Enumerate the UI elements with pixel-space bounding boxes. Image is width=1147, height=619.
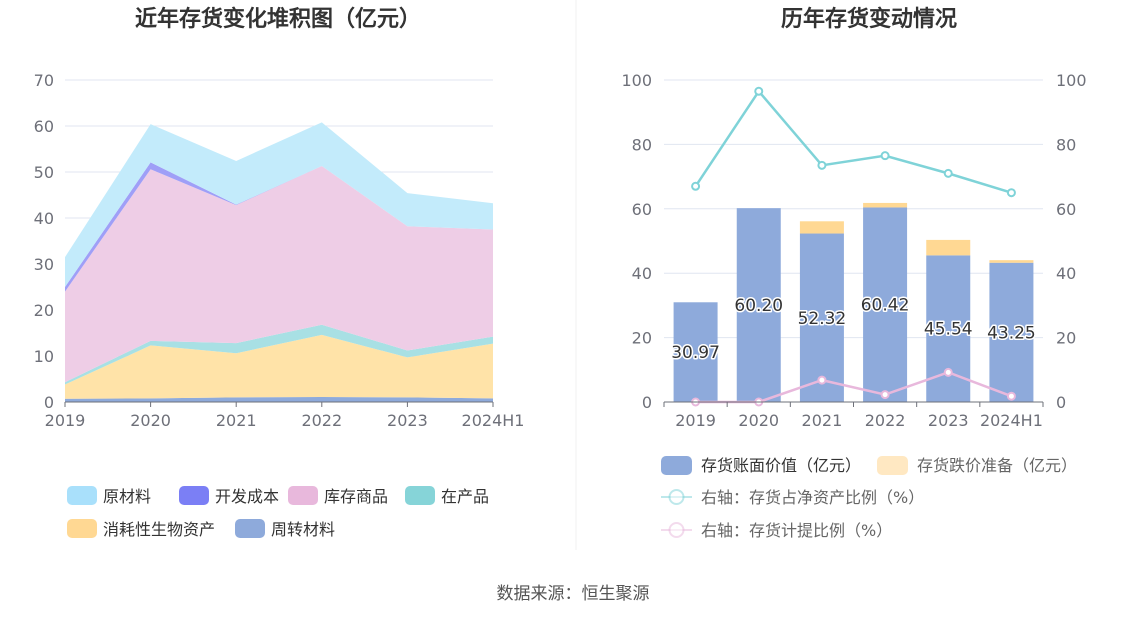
point-inventory-to-net-assets bbox=[943, 168, 953, 178]
bar-value-label: 30.97 bbox=[671, 343, 720, 363]
bar-impairment-provision bbox=[926, 239, 971, 256]
left-axis-tick-label: 20 bbox=[632, 329, 652, 348]
left-axis-tick-label: 80 bbox=[632, 135, 652, 154]
right-chart-gridlines bbox=[664, 79, 1043, 339]
legend-label-book-value: 存货账面价值（亿元） bbox=[701, 456, 861, 475]
left-chart-title: 近年存货变化堆积图（亿元） bbox=[135, 6, 421, 32]
right-chart-legend: 存货账面价值（亿元） 存货跌价准备（亿元） 右轴：存货占净资产比例（%） 右轴：存货计… bbox=[661, 456, 1077, 540]
bar-value-label: 45.54 bbox=[924, 320, 973, 340]
legend-label-消耗性生物资产: 消耗性生物资产 bbox=[103, 520, 215, 539]
legend-swatch-book-value bbox=[661, 456, 692, 475]
line-inventory-to-net-assets bbox=[694, 89, 1012, 194]
bar-book-value bbox=[989, 262, 1034, 402]
bar-impairment-provision bbox=[989, 260, 1034, 263]
bar-value-label: 60.20 bbox=[734, 296, 783, 316]
left-y-tick-label: 30 bbox=[34, 255, 54, 274]
area-layer-周转材料 bbox=[65, 396, 493, 402]
right-x-tick-label: 2021 bbox=[802, 411, 843, 430]
point-provision-ratio bbox=[1006, 391, 1016, 401]
left-y-tick-label: 40 bbox=[34, 209, 54, 228]
right-axis-tick-label: 0 bbox=[1056, 393, 1066, 412]
legend-swatch-消耗性生物资产 bbox=[67, 519, 97, 538]
right-axis-tick-label: 100 bbox=[1056, 71, 1087, 90]
left-chart-axes: 0 10 20 30 40 50 60 70 2019 2020 2021 2022 2023 2024H… bbox=[34, 71, 525, 430]
left-y-tick-label: 70 bbox=[34, 71, 54, 90]
bar-impairment-provision bbox=[799, 221, 844, 234]
bar-book-value bbox=[736, 208, 781, 402]
right-chart-bars bbox=[673, 202, 1034, 402]
legend-marker-provision-ratio bbox=[668, 522, 685, 538]
bar-value-label: 60.42 bbox=[861, 296, 910, 316]
left-axis-tick-label: 40 bbox=[632, 264, 652, 283]
legend-label-原材料: 原材料 bbox=[103, 487, 151, 506]
legend-swatch-在产品 bbox=[405, 486, 435, 505]
bar-impairment-provision bbox=[863, 202, 908, 208]
left-x-tick-label: 2020 bbox=[130, 411, 171, 430]
left-y-tick-label: 20 bbox=[34, 301, 54, 320]
bar-value-label: 52.32 bbox=[798, 309, 847, 329]
left-chart-stacked-area: 近年存货变化堆积图（亿元） 0 10 20 30 40 50 60 70 2019 2020 202… bbox=[34, 6, 525, 539]
point-inventory-to-net-assets bbox=[691, 181, 701, 191]
legend-label-开发成本: 开发成本 bbox=[215, 487, 279, 506]
area-layer-库存商品 bbox=[65, 166, 493, 383]
point-inventory-to-net-assets bbox=[1006, 188, 1016, 198]
left-y-tick-label: 60 bbox=[34, 117, 54, 136]
left-x-tick-label: 2024H1 bbox=[462, 411, 525, 430]
left-y-tick-label: 0 bbox=[44, 393, 54, 412]
left-x-tick-label: 2022 bbox=[301, 411, 342, 430]
left-axis-tick-label: 60 bbox=[632, 200, 652, 219]
legend-label-库存商品: 库存商品 bbox=[324, 487, 388, 506]
point-provision-ratio bbox=[943, 367, 953, 377]
left-chart-area-layers bbox=[65, 122, 493, 402]
data-source-note: 数据来源：恒生聚源 bbox=[497, 584, 650, 604]
legend-swatch-原材料 bbox=[67, 486, 97, 505]
right-axis-tick-label: 80 bbox=[1056, 135, 1076, 154]
point-provision-ratio bbox=[817, 375, 827, 385]
bar-book-value bbox=[799, 233, 844, 402]
legend-swatch-周转材料 bbox=[235, 519, 265, 538]
left-y-tick-label: 10 bbox=[34, 347, 54, 366]
right-axis-tick-label: 60 bbox=[1056, 200, 1076, 219]
left-axis-tick-label: 0 bbox=[642, 393, 652, 412]
area-layer-在产品 bbox=[65, 324, 493, 385]
area-layer-原材料 bbox=[65, 122, 493, 287]
point-inventory-to-net-assets bbox=[880, 151, 890, 161]
left-y-tick-label: 50 bbox=[34, 163, 54, 182]
right-chart-bar-labels: 30.97 60.20 52.32 60.42 45.54 43.25 bbox=[670, 294, 1038, 364]
right-chart-title: 历年存货变动情况 bbox=[781, 6, 957, 32]
left-x-tick-label: 2023 bbox=[387, 411, 428, 430]
right-x-tick-label: 2022 bbox=[865, 411, 906, 430]
right-x-tick-label: 2020 bbox=[738, 411, 779, 430]
legend-label-在产品: 在产品 bbox=[441, 487, 489, 506]
legend-swatch-库存商品 bbox=[288, 486, 318, 505]
legend-label-provision-ratio: 右轴：存货计提比例（%） bbox=[701, 521, 892, 540]
point-inventory-to-net-assets bbox=[817, 160, 827, 170]
legend-swatch-impairment bbox=[877, 456, 908, 475]
legend-label-周转材料: 周转材料 bbox=[271, 520, 335, 539]
legend-swatch-开发成本 bbox=[179, 486, 209, 505]
legend-label-impairment: 存货跌价准备（亿元） bbox=[917, 456, 1077, 475]
right-x-tick-label: 2023 bbox=[928, 411, 969, 430]
left-x-tick-label: 2019 bbox=[45, 411, 86, 430]
legend-marker-net-assets-ratio bbox=[668, 489, 685, 505]
right-axis-tick-label: 40 bbox=[1056, 264, 1076, 283]
left-x-tick-label: 2021 bbox=[216, 411, 257, 430]
right-x-tick-label: 2019 bbox=[675, 411, 716, 430]
legend-label-net-assets-ratio: 右轴：存货占净资产比例（%） bbox=[701, 488, 924, 507]
right-axis-tick-label: 20 bbox=[1056, 329, 1076, 348]
right-chart-axes: 0 20 40 60 80 100 0 20 40 60 80 100 2019 2020 2021 2022… bbox=[621, 71, 1086, 430]
point-inventory-to-net-assets bbox=[754, 86, 764, 96]
right-x-tick-label: 2024H1 bbox=[980, 411, 1043, 430]
point-provision-ratio bbox=[880, 390, 890, 400]
area-layer-消耗性生物资产 bbox=[65, 334, 493, 399]
bar-value-label: 43.25 bbox=[987, 323, 1036, 343]
bar-book-value bbox=[863, 207, 908, 402]
left-axis-tick-label: 100 bbox=[621, 71, 652, 90]
bar-book-value bbox=[673, 302, 718, 402]
